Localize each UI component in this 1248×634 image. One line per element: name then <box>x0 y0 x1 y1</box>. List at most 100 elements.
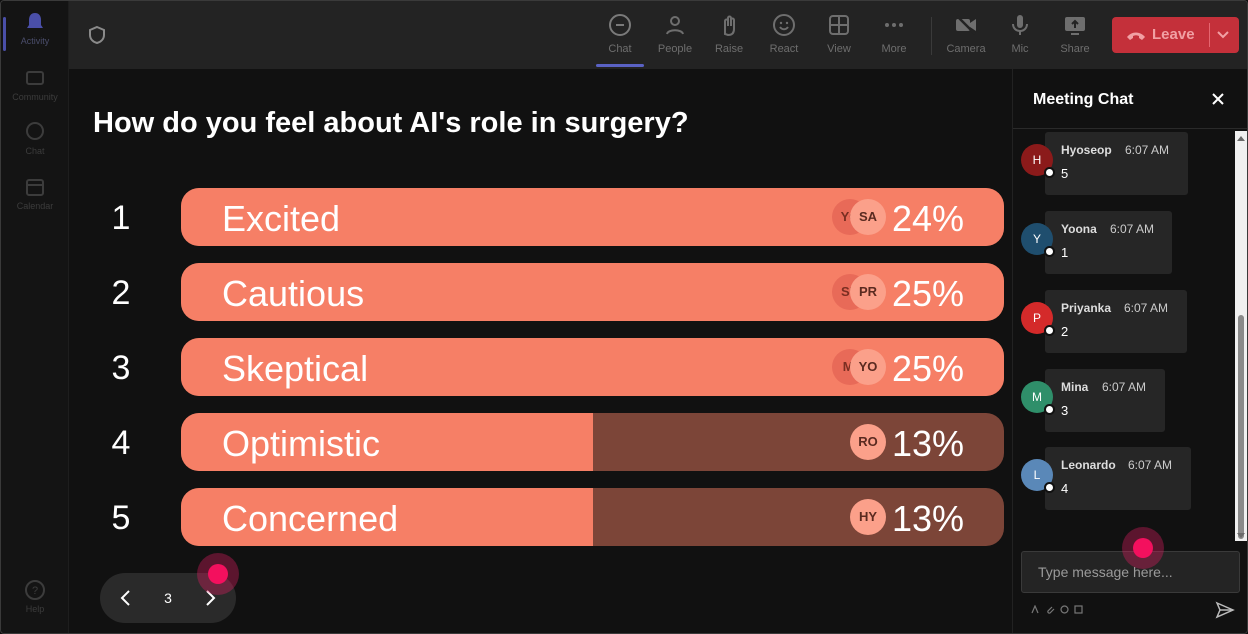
poll-option[interactable]: 2 Cautious 25% SUPR <box>93 263 1004 321</box>
voter-avatar: RO <box>850 424 886 460</box>
poll-option[interactable]: 1 Excited 24% YOSA <box>93 188 1004 246</box>
option-bar: Excited 24% YOSA <box>181 188 1004 246</box>
mic-icon <box>1012 15 1028 35</box>
poll-option[interactable]: 3 Skeptical 25% MIYO <box>93 338 1004 396</box>
mic-button[interactable]: Mic <box>994 11 1046 63</box>
chevron-left-icon[interactable] <box>116 588 136 608</box>
shield-icon[interactable] <box>87 25 107 45</box>
gif-icon[interactable] <box>1074 605 1083 614</box>
send-icon[interactable] <box>1215 600 1235 620</box>
chat-scroll-thumb[interactable] <box>1238 315 1244 539</box>
bell-icon <box>27 13 43 28</box>
sender-name: Leonardo <box>1061 458 1116 472</box>
poll-option[interactable]: 4 Optimistic 13% RO <box>93 413 1004 471</box>
leave-button[interactable]: Leave <box>1112 17 1239 53</box>
presence-dot <box>1044 167 1055 178</box>
presence-dot <box>1044 404 1055 415</box>
chat-icon <box>26 122 44 140</box>
raise-label: Raise <box>714 43 744 55</box>
hang-up-icon <box>1127 32 1145 40</box>
rail-item-help[interactable]: ? Help <box>1 579 69 629</box>
rail-label: Chat <box>25 146 45 156</box>
calendar-icon <box>26 179 44 196</box>
format-icon[interactable] <box>1031 605 1040 614</box>
option-percent: 13% <box>891 423 964 464</box>
chat-button[interactable]: Chat <box>594 11 646 67</box>
message-bubble: Hyoseop 6:07 AM 5 <box>1045 132 1188 195</box>
option-label: Skeptical <box>222 348 369 389</box>
mic-label: Mic <box>1011 43 1029 55</box>
svg-text:?: ? <box>32 585 38 597</box>
left-rail: Activity Community Chat Calendar ? Help <box>1 1 69 633</box>
chat-title: Meeting Chat <box>1033 91 1134 108</box>
cursor-pointer <box>197 553 239 595</box>
chevron-right-icon[interactable] <box>200 588 220 608</box>
people-label: People <box>657 43 693 55</box>
chat-message-input[interactable] <box>1022 552 1239 592</box>
presence-dot <box>1044 325 1055 336</box>
toolbar-divider <box>931 17 932 55</box>
rail-label: Calendar <box>16 201 54 211</box>
option-label: Concerned <box>222 498 399 539</box>
option-bar: Cautious 25% SUPR <box>181 263 1004 321</box>
option-number: 4 <box>111 424 131 462</box>
sender-name: Hyoseop <box>1061 143 1112 157</box>
more-button[interactable]: More <box>868 11 920 63</box>
option-bar-fill <box>181 488 593 546</box>
option-percent: 24% <box>891 198 964 239</box>
option-label: Cautious <box>222 273 365 314</box>
raise-hand-button[interactable]: Raise <box>703 11 755 63</box>
react-label: React <box>769 43 799 55</box>
attach-icon[interactable] <box>1046 605 1055 614</box>
option-number: 1 <box>111 199 131 237</box>
chevron-down-icon[interactable] <box>1216 30 1230 40</box>
react-button[interactable]: React <box>758 11 810 63</box>
rail-label: Help <box>25 604 45 614</box>
message-time: 6:07 AM <box>1128 458 1173 472</box>
rail-item-chat[interactable]: Chat <box>1 121 69 171</box>
poll-question: How do you feel about AI's role in surge… <box>93 107 689 139</box>
sender-name: Mina <box>1061 380 1089 394</box>
option-bar-fill <box>181 413 593 471</box>
chat-input-box <box>1021 551 1240 593</box>
option-bar: Skeptical 25% MIYO <box>181 338 1004 396</box>
message-time: 6:07 AM <box>1124 301 1169 315</box>
view-button[interactable]: View <box>813 11 865 63</box>
leave-divider <box>1209 23 1210 47</box>
message-text: 1 <box>1061 245 1069 260</box>
close-icon[interactable] <box>1210 91 1226 107</box>
rail-item-activity[interactable]: Activity <box>1 11 69 61</box>
voter-avatar: YO <box>850 349 886 385</box>
poll-option[interactable]: 5 Concerned 13% HY <box>93 488 1004 546</box>
option-label: Optimistic <box>222 423 381 464</box>
scroll-down-icon[interactable] <box>1237 533 1245 539</box>
presence-dot <box>1044 482 1055 493</box>
message-text: 3 <box>1061 403 1069 418</box>
option-percent: 25% <box>891 348 964 389</box>
community-icon <box>26 71 44 85</box>
option-percent: 25% <box>891 273 964 314</box>
scroll-up-icon[interactable] <box>1237 135 1245 141</box>
rail-item-community[interactable]: Community <box>1 67 69 117</box>
camera-label: Camera <box>946 43 986 55</box>
cursor-pointer <box>1122 527 1164 569</box>
message-text: 5 <box>1061 166 1069 181</box>
rail-label: Activity <box>20 36 50 46</box>
message-bubble: Leonardo 6:07 AM 4 <box>1045 447 1191 510</box>
message-text: 4 <box>1061 481 1069 496</box>
camera-button[interactable]: Camera <box>940 11 992 63</box>
rail-item-calendar[interactable]: Calendar <box>1 176 69 226</box>
message-text: 2 <box>1061 324 1069 339</box>
emoji-icon[interactable] <box>1060 605 1069 614</box>
camera-off-icon <box>956 15 976 35</box>
people-icon <box>666 16 684 35</box>
share-button[interactable]: Share <box>1049 11 1101 63</box>
hand-icon <box>724 15 735 37</box>
chat-header: Meeting Chat <box>1013 69 1247 129</box>
people-button[interactable]: People <box>649 11 701 63</box>
view-label: View <box>827 43 851 55</box>
message-time: 6:07 AM <box>1110 222 1155 236</box>
sender-name: Yoona <box>1061 222 1097 236</box>
message-time: 6:07 AM <box>1102 380 1147 394</box>
